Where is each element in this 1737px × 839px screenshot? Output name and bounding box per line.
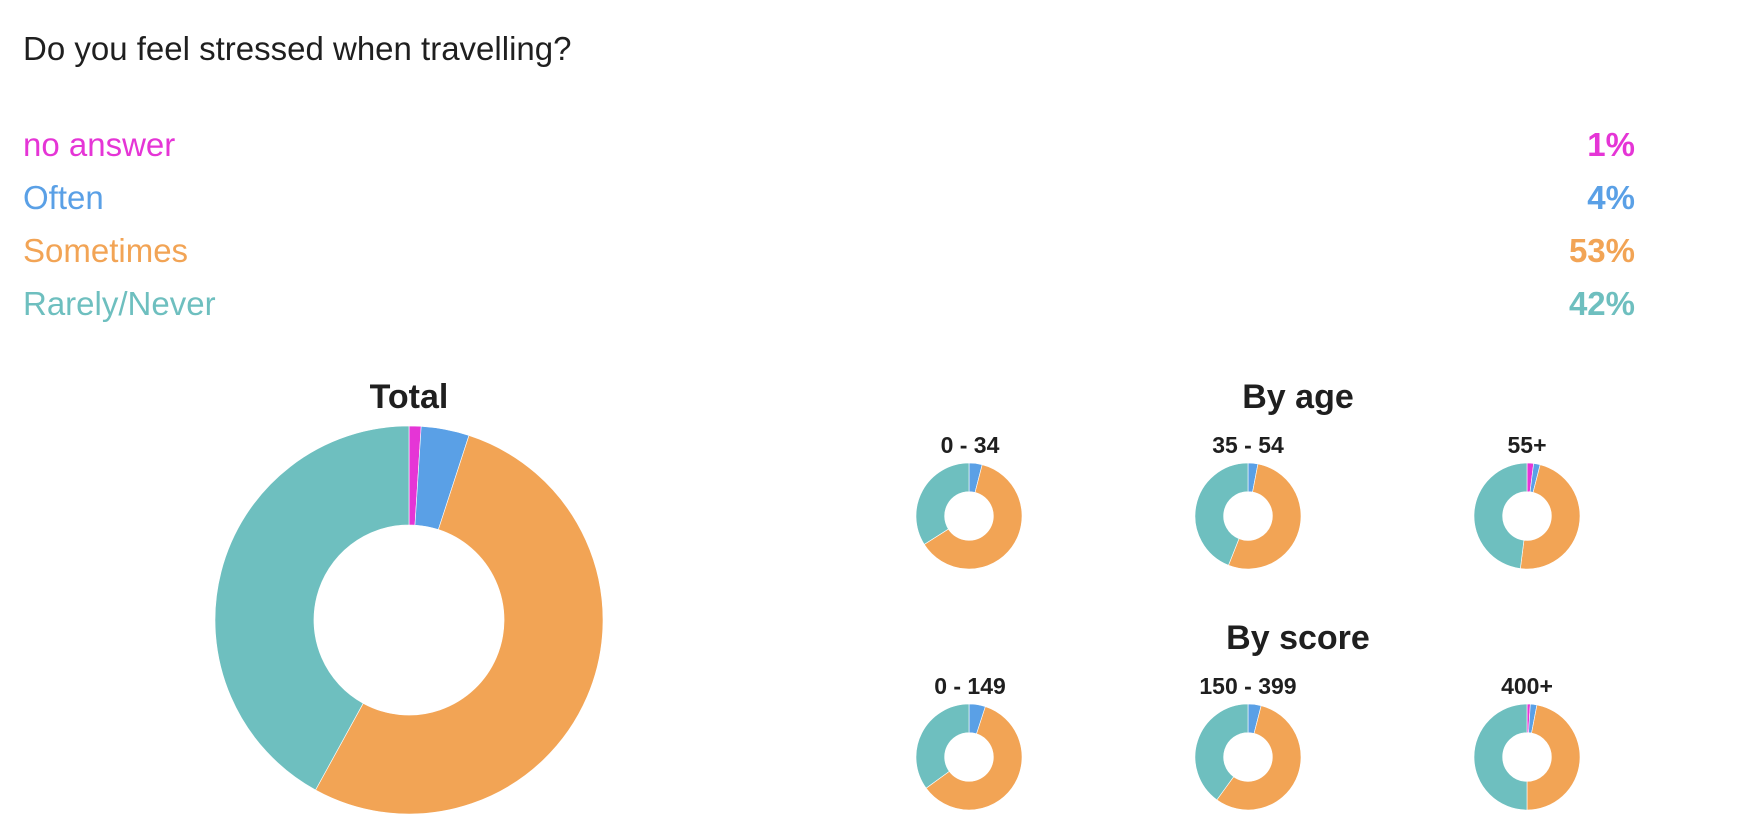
legend-label: no answer bbox=[23, 125, 176, 163]
legend-row-no-answer: no answer 1% bbox=[23, 118, 1635, 171]
legend-label: Rarely/Never bbox=[23, 284, 216, 322]
slice-rarely-never bbox=[1194, 462, 1249, 566]
slice-sometimes bbox=[925, 706, 1023, 811]
age-group-label: 0 - 34 bbox=[940, 432, 1000, 458]
slice-rarely-never bbox=[214, 425, 410, 791]
age-group-label: 35 - 54 bbox=[1212, 432, 1284, 458]
age-0-34-donut-chart bbox=[915, 462, 1023, 570]
slice-sometimes bbox=[315, 435, 604, 815]
slice-sometimes bbox=[1520, 464, 1581, 570]
score-400-plus-donut-chart bbox=[1473, 703, 1581, 811]
slice-rarely-never bbox=[1473, 462, 1528, 569]
by-age-chart-title: By age bbox=[1242, 378, 1354, 416]
legend-value: 4% bbox=[1587, 178, 1635, 216]
score-group-label: 400+ bbox=[1501, 673, 1553, 699]
legend-value: 42% bbox=[1568, 284, 1635, 322]
score-group-label: 0 - 149 bbox=[934, 673, 1006, 699]
score-group-label: 150 - 399 bbox=[1199, 673, 1297, 699]
slice-sometimes bbox=[1228, 463, 1302, 570]
legend-row-rarely-never: Rarely/Never 42% bbox=[23, 277, 1635, 330]
age-55-plus-donut-chart bbox=[1473, 462, 1581, 570]
age-group-label: 55+ bbox=[1507, 432, 1547, 458]
total-chart-title: Total bbox=[369, 378, 449, 416]
legend-value: 1% bbox=[1587, 125, 1635, 163]
slice-rarely-never bbox=[915, 703, 970, 789]
legend-value: 53% bbox=[1568, 231, 1635, 269]
slice-rarely-never bbox=[1473, 703, 1528, 811]
score-0-149-donut-chart bbox=[915, 703, 1023, 811]
question-title: Do you feel stressed when travelling? bbox=[23, 30, 572, 67]
slice-sometimes bbox=[1526, 704, 1581, 811]
legend-row-often: Often 4% bbox=[23, 171, 1635, 224]
slice-rarely-never bbox=[1194, 703, 1249, 801]
by-score-chart-title: By score bbox=[1226, 619, 1370, 657]
slice-sometimes bbox=[923, 464, 1023, 570]
age-35-54-donut-chart bbox=[1194, 462, 1302, 570]
total-donut-chart bbox=[214, 425, 604, 815]
slice-rarely-never bbox=[915, 462, 970, 545]
slice-sometimes bbox=[1216, 705, 1302, 811]
legend-label: Often bbox=[23, 178, 104, 216]
legend-row-sometimes: Sometimes 53% bbox=[23, 224, 1635, 277]
legend: no answer 1% Often 4% Sometimes 53% Rare… bbox=[23, 118, 1635, 330]
legend-label: Sometimes bbox=[23, 231, 189, 269]
score-150-399-donut-chart bbox=[1194, 703, 1302, 811]
